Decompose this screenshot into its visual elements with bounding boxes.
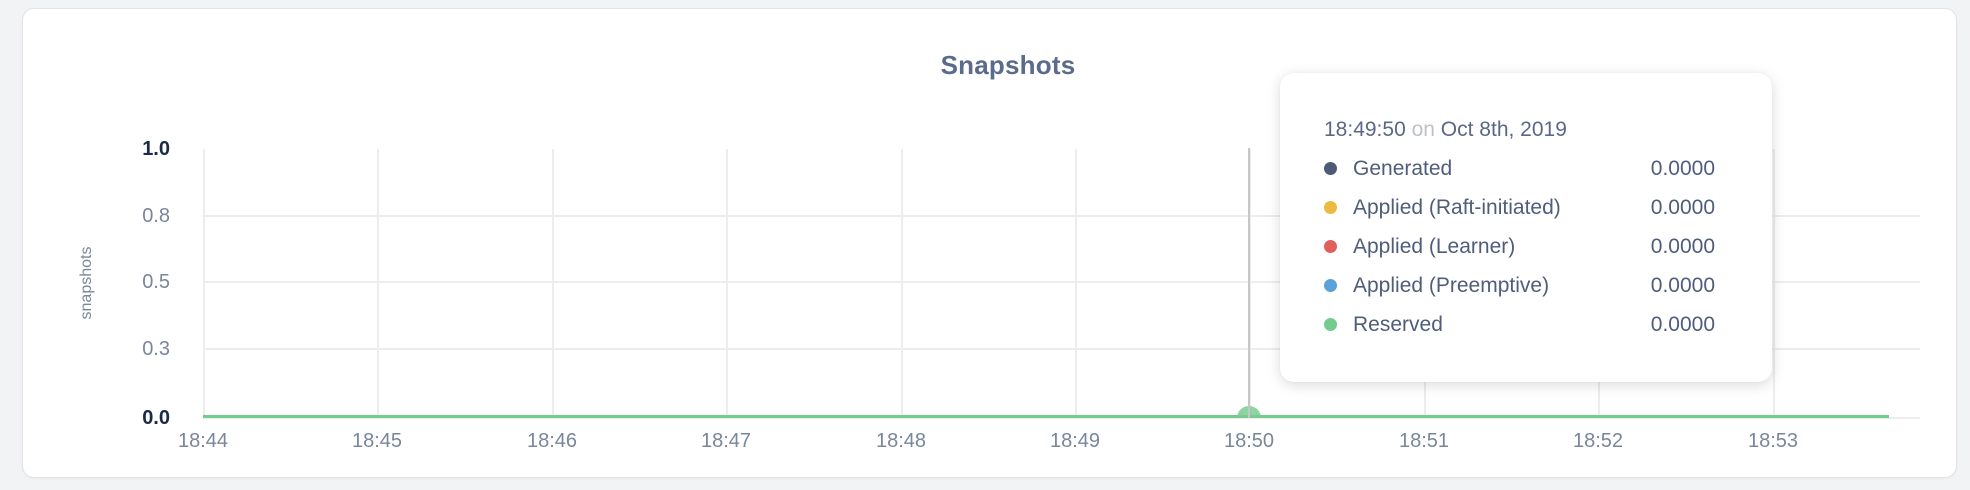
x-tick-18:46: 18:46 — [526, 430, 578, 452]
series-dot-generated — [1324, 162, 1337, 175]
tooltip-row-applied-raft: Applied (Raft-initiated) 0.0000 — [1324, 188, 1715, 227]
x-tick-18:51: 18:51 — [1398, 430, 1450, 452]
y-tick-0.8: 0.8 — [142, 205, 170, 227]
x-tick-18:45: 18:45 — [351, 430, 403, 452]
series-value: 0.0000 — [1650, 156, 1715, 180]
gridline-horizontal — [203, 215, 1920, 217]
gridline-vertical — [203, 149, 205, 418]
gridline-vertical — [726, 149, 728, 418]
hover-guideline — [1248, 148, 1250, 418]
series-line-reserved — [203, 415, 1889, 418]
x-tick-18:52: 18:52 — [1572, 430, 1624, 452]
series-label: Reserved — [1353, 312, 1443, 336]
x-tick-18:49: 18:49 — [1049, 430, 1101, 452]
series-value: 0.0000 — [1650, 312, 1715, 336]
series-value: 0.0000 — [1650, 234, 1715, 258]
series-dot-reserved — [1324, 318, 1337, 331]
x-tick-18:48: 18:48 — [875, 430, 927, 452]
gridline-vertical — [901, 149, 903, 418]
tooltip-rows: Generated 0.0000 Applied (Raft-initiated… — [1324, 149, 1715, 344]
series-dot-applied-preemptive — [1324, 279, 1337, 292]
series-label: Applied (Preemptive) — [1353, 273, 1550, 297]
tooltip-row-reserved: Reserved 0.0000 — [1324, 305, 1715, 344]
gridline-horizontal — [203, 348, 1920, 350]
tooltip-row-applied-preemptive: Applied (Preemptive) 0.0000 — [1324, 266, 1715, 305]
y-tick-0.5: 0.5 — [142, 271, 170, 293]
chart-title: Snapshots — [940, 50, 1076, 80]
y-tick-1.0: 1.0 — [142, 138, 170, 160]
tooltip-connector: on — [1411, 118, 1435, 141]
x-tick-18:50: 18:50 — [1223, 430, 1275, 452]
gridline-horizontal — [203, 281, 1920, 283]
series-value: 0.0000 — [1650, 273, 1715, 297]
x-axis-baseline — [203, 417, 1920, 419]
series-value: 0.0000 — [1650, 195, 1715, 219]
hover-tooltip: 18:49:50 on Oct 8th, 2019 Generated 0.00… — [1280, 73, 1772, 382]
gridline-vertical — [1249, 149, 1251, 418]
gridline-vertical — [377, 149, 379, 418]
series-label: Applied (Learner) — [1353, 234, 1516, 258]
tooltip-header: 18:49:50 on Oct 8th, 2019 — [1324, 117, 1715, 143]
tooltip-row-applied-learner: Applied (Learner) 0.0000 — [1324, 227, 1715, 266]
series-label: Applied (Raft-initiated) — [1353, 195, 1561, 219]
x-tick-18:44: 18:44 — [177, 430, 229, 452]
tooltip-row-generated: Generated 0.0000 — [1324, 149, 1715, 188]
tooltip-time: 18:49:50 — [1324, 118, 1406, 141]
gridline-vertical — [1773, 149, 1775, 418]
gridline-vertical — [552, 149, 554, 418]
gridline-vertical — [1075, 149, 1077, 418]
x-tick-18:53: 18:53 — [1747, 430, 1799, 452]
series-dot-applied-learner — [1324, 240, 1337, 253]
y-tick-0.0: 0.0 — [142, 407, 170, 429]
x-tick-18:47: 18:47 — [700, 430, 752, 452]
y-tick-0.3: 0.3 — [142, 338, 170, 360]
series-label: Generated — [1353, 156, 1453, 180]
series-dot-applied-raft — [1324, 201, 1337, 214]
tooltip-date: Oct 8th, 2019 — [1440, 118, 1567, 141]
